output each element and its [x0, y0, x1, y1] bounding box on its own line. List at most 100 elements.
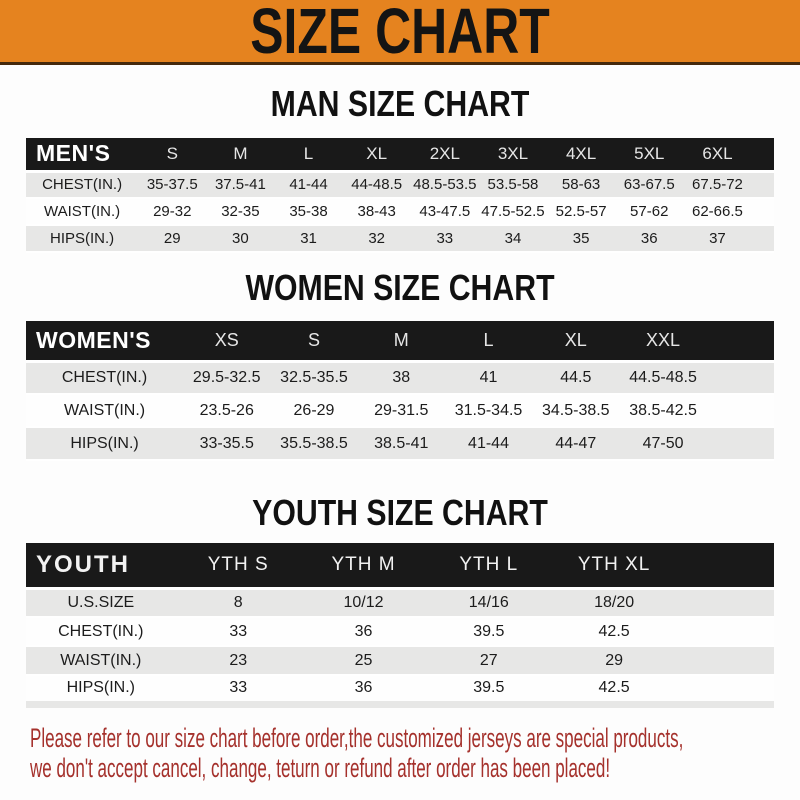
size-value-cell: 14/16	[426, 588, 552, 618]
size-value-cell: 57-62	[615, 198, 684, 226]
row-label: U.S.SIZE	[26, 588, 176, 618]
size-value-cell: 31	[274, 225, 343, 253]
size-column-header: YTH S	[175, 543, 301, 590]
size-value-cell: 47.5-52.5	[478, 198, 548, 226]
size-column-header: YTH M	[300, 543, 427, 590]
size-value-cell: 18/20	[551, 588, 677, 618]
youth-section-heading-text: YOUTH SIZE CHART	[252, 492, 548, 533]
youth-table-header: YOUTH YTH S YTH M YTH L YTH XL	[26, 543, 774, 590]
women-section-heading: WOMEN SIZE CHART	[26, 270, 774, 307]
size-value-cell: 39.5	[426, 675, 552, 705]
spacer-cell	[706, 361, 774, 395]
table-corner-label: MEN'S	[26, 138, 139, 173]
table-corner-label: YOUTH	[26, 543, 176, 590]
size-value-cell: 32-35	[206, 198, 275, 226]
size-value-cell: 42.5	[551, 617, 677, 647]
size-column-header: 6XL	[683, 138, 752, 173]
size-column-header: XL	[342, 138, 411, 173]
size-value-cell: 41-44	[444, 427, 533, 461]
spacer-cell	[676, 646, 774, 676]
size-value-cell: 32	[342, 225, 411, 253]
size-value-cell: 37.5-41	[206, 171, 275, 199]
spacer-cell	[676, 617, 774, 647]
size-value-cell: 34	[478, 225, 548, 253]
size-value-cell: 62-66.5	[683, 198, 752, 226]
women-size-table: WOMEN'S XS S M L XL XXL CHEST(IN.) 29.5-32.5 32.…	[26, 321, 774, 461]
size-value-cell: 36	[300, 675, 427, 705]
size-column-header: L	[444, 321, 533, 363]
size-column-header: 3XL	[478, 138, 548, 173]
header-row: YOUTH YTH S YTH M YTH L YTH XL	[26, 543, 774, 590]
men-section-heading-text: MAN SIZE CHART	[270, 83, 530, 124]
size-value-cell: 35.5-38.5	[270, 427, 358, 461]
row-label: HIPS(IN.)	[26, 225, 139, 253]
page-title: SIZE CHART	[250, 0, 550, 67]
size-value-cell: 47-50	[619, 427, 707, 461]
men-table-header: MEN'S S M L XL 2XL 3XL 4XL 5XL 6XL	[26, 138, 774, 173]
size-column-header: XL	[532, 321, 620, 363]
size-value-cell: 29	[138, 225, 207, 253]
size-value-cell: 33	[410, 225, 479, 253]
men-table-body: CHEST(IN.) 35-37.5 37.5-41 41-44 44-48.5 48.5…	[26, 171, 774, 253]
size-value-cell: 34.5-38.5	[532, 394, 620, 428]
size-column-header: M	[357, 321, 445, 363]
women-table-body: CHEST(IN.) 29.5-32.5 32.5-35.5 38 41 44.5 44.5…	[26, 361, 774, 461]
row-label: WAIST(IN.)	[26, 646, 176, 676]
size-value-cell: 38	[357, 361, 445, 395]
size-value-cell: 27	[426, 646, 552, 676]
size-value-cell: 33	[175, 675, 301, 705]
size-column-header: XXL	[619, 321, 707, 363]
size-value-cell: 35-37.5	[138, 171, 207, 199]
size-value-cell: 37	[683, 225, 752, 253]
size-value-cell: 23.5-26	[183, 394, 271, 428]
size-value-cell: 38-43	[342, 198, 411, 226]
size-value-cell: 48.5-53.5	[410, 171, 479, 199]
size-value-cell: 44-47	[532, 427, 620, 461]
size-value-cell: 10/12	[300, 588, 427, 618]
table-row: U.S.SIZE 8 10/12 14/16 18/20	[26, 588, 774, 618]
size-column-header: S	[138, 138, 207, 173]
spacer-cell	[706, 321, 774, 363]
size-value-cell: 26-29	[270, 394, 358, 428]
youth-table-body: U.S.SIZE 8 10/12 14/16 18/20 CHEST(IN.) 33 36 39…	[26, 588, 774, 705]
size-column-header: S	[270, 321, 358, 363]
disclaimer-line-1: Please refer to our size chart before or…	[30, 722, 684, 753]
row-label: CHEST(IN.)	[26, 361, 184, 395]
size-value-cell: 36	[300, 617, 427, 647]
row-label: WAIST(IN.)	[26, 198, 139, 226]
table-row: HIPS(IN.) 29 30 31 32 33 34 35 36 37	[26, 225, 774, 253]
disclaimer-footer: Please refer to our size chart before or…	[0, 723, 800, 783]
disclaimer-line-2: we don't accept cancel, change, teturn o…	[30, 752, 611, 783]
women-table-header: WOMEN'S XS S M L XL XXL	[26, 321, 774, 363]
size-value-cell: 35-38	[274, 198, 343, 226]
table-row: WAIST(IN.) 23.5-26 26-29 29-31.5 31.5-34.5 34…	[26, 394, 774, 428]
size-value-cell: 29-32	[138, 198, 207, 226]
size-value-cell: 30	[206, 225, 275, 253]
row-label: HIPS(IN.)	[26, 427, 184, 461]
size-value-cell: 29.5-32.5	[183, 361, 271, 395]
men-section-heading: MAN SIZE CHART	[26, 86, 774, 123]
size-column-header: 5XL	[615, 138, 684, 173]
table-corner-label: WOMEN'S	[26, 321, 184, 363]
size-value-cell: 25	[300, 646, 427, 676]
size-value-cell: 33-35.5	[183, 427, 271, 461]
youth-section-heading: YOUTH SIZE CHART	[26, 495, 774, 532]
size-value-cell: 36	[615, 225, 684, 253]
size-value-cell: 33	[175, 617, 301, 647]
size-value-cell: 29	[551, 646, 677, 676]
size-value-cell: 29-31.5	[357, 394, 445, 428]
size-value-cell: 41	[444, 361, 533, 395]
size-value-cell: 32.5-35.5	[270, 361, 358, 395]
size-value-cell: 31.5-34.5	[444, 394, 533, 428]
size-column-header: YTH L	[426, 543, 552, 590]
size-value-cell: 44.5	[532, 361, 620, 395]
size-value-cell: 44-48.5	[342, 171, 411, 199]
spacer-cell	[706, 427, 774, 461]
size-column-header: 2XL	[410, 138, 479, 173]
spacer-cell	[751, 225, 774, 253]
size-value-cell: 38.5-41	[357, 427, 445, 461]
size-column-header: XS	[183, 321, 271, 363]
size-value-cell: 53.5-58	[478, 171, 548, 199]
men-size-section: MAN SIZE CHART MEN'S S M L XL 2XL 3XL 4XL 5XL 6XL…	[26, 86, 774, 253]
size-value-cell: 43-47.5	[410, 198, 479, 226]
